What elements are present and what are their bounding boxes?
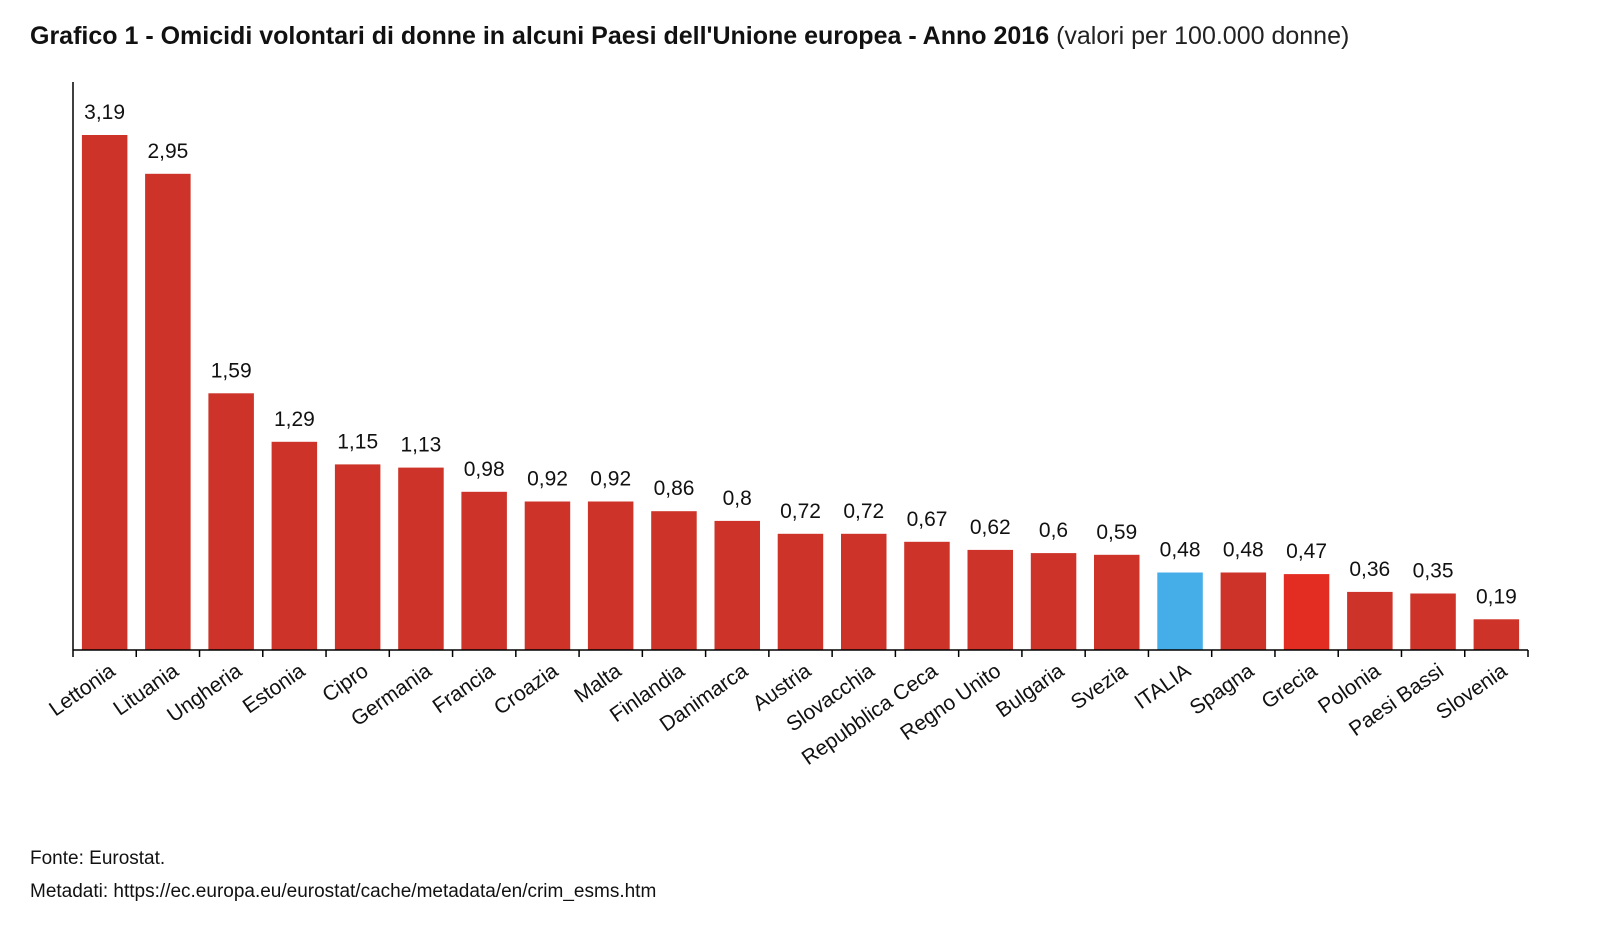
- value-label-repubblica-ceca: 0,67: [907, 508, 948, 531]
- value-label-cipro: 1,15: [337, 430, 378, 453]
- value-label-francia: 0,98: [464, 458, 505, 481]
- value-label-lituania: 2,95: [147, 140, 188, 163]
- category-label-francia: Francia: [429, 659, 500, 718]
- value-label-bulgaria: 0,6: [1039, 519, 1068, 542]
- value-label-polonia: 0,36: [1349, 558, 1390, 581]
- value-label-slovenia: 0,19: [1476, 585, 1517, 608]
- bar-malta: [587, 501, 634, 650]
- category-label-lettonia: Lettonia: [45, 659, 120, 721]
- bar-germania: [398, 467, 444, 650]
- value-label-lettonia: 3,19: [84, 101, 125, 124]
- value-label-paesi-bassi: 0,35: [1413, 560, 1454, 583]
- value-label-grecia: 0,47: [1286, 540, 1327, 563]
- value-label-svezia: 0,59: [1096, 521, 1137, 544]
- bar-danimarca: [714, 520, 760, 650]
- bar-slovacchia: [841, 533, 887, 650]
- value-label-finlandia: 0,86: [654, 477, 695, 500]
- category-label-grecia: Grecia: [1258, 659, 1322, 714]
- bar-lituania: [145, 173, 191, 651]
- bar-polonia: [1347, 591, 1393, 650]
- value-label-italia: 0,48: [1160, 539, 1201, 562]
- bar-chart: 3,19 2,95 1,59 1,29 1,15 1,13 0,98 0,92 0,92 0,86…: [45, 82, 1529, 770]
- value-label-danimarca: 0,8: [723, 487, 752, 510]
- metadata-note: Metadati: https://ec.europa.eu/eurostat/…: [30, 881, 657, 902]
- value-label-germania: 1,13: [400, 434, 441, 457]
- bar-svezia: [1094, 554, 1140, 650]
- value-label-estonia: 1,29: [274, 408, 315, 431]
- bar-bulgaria: [1030, 553, 1077, 650]
- value-label-slovacchia: 0,72: [843, 500, 884, 523]
- bars-group: [81, 135, 1520, 651]
- bar-francia: [461, 491, 507, 650]
- value-labels-group: 3,19 2,95 1,59 1,29 1,15 1,13 0,98 0,92 0,92 0,86…: [84, 101, 1517, 608]
- x-axis-ticks: [72, 650, 1529, 657]
- bar-slovenia: [1473, 619, 1520, 650]
- value-label-malta: 0,92: [590, 468, 631, 491]
- bar-repubblica-ceca: [904, 541, 950, 650]
- category-label-spagna: Spagna: [1186, 659, 1259, 720]
- chart-title-unit: (valori per 100.000 donne): [1056, 22, 1350, 50]
- category-label-croazia: Croazia: [490, 659, 563, 720]
- bar-grecia: [1283, 574, 1330, 650]
- source-note: Fonte: Eurostat.: [30, 848, 166, 869]
- bar-estonia: [271, 441, 318, 650]
- bar-ungheria: [208, 393, 254, 650]
- value-label-croazia: 0,92: [527, 468, 568, 491]
- category-label-svezia: Svezia: [1067, 659, 1132, 714]
- chart-title: Grafico 1 - Omicidi volontari di donne i…: [30, 22, 1349, 51]
- bar-spagna: [1220, 572, 1267, 650]
- bar-austria: [777, 533, 824, 650]
- category-label-italia: ITALIA: [1130, 659, 1195, 714]
- bar-regno-unito: [967, 549, 1013, 650]
- value-label-regno-unito: 0,62: [970, 516, 1011, 539]
- category-label-estonia: Estonia: [239, 659, 310, 718]
- bar-cipro: [334, 464, 381, 650]
- value-label-spagna: 0,48: [1223, 539, 1264, 562]
- category-label-bulgaria: Bulgaria: [992, 659, 1069, 722]
- chart-title-main: Grafico 1 - Omicidi volontari di donne i…: [30, 22, 1050, 50]
- bar-lettonia: [81, 135, 128, 650]
- category-label-slovenia: Slovenia: [1432, 659, 1511, 724]
- bar-paesi-bassi: [1410, 593, 1456, 650]
- value-label-ungheria: 1,59: [211, 359, 252, 382]
- bar-croazia: [524, 501, 571, 650]
- bar-finlandia: [651, 511, 697, 650]
- value-label-austria: 0,72: [780, 500, 821, 523]
- bar-italia: [1157, 572, 1203, 650]
